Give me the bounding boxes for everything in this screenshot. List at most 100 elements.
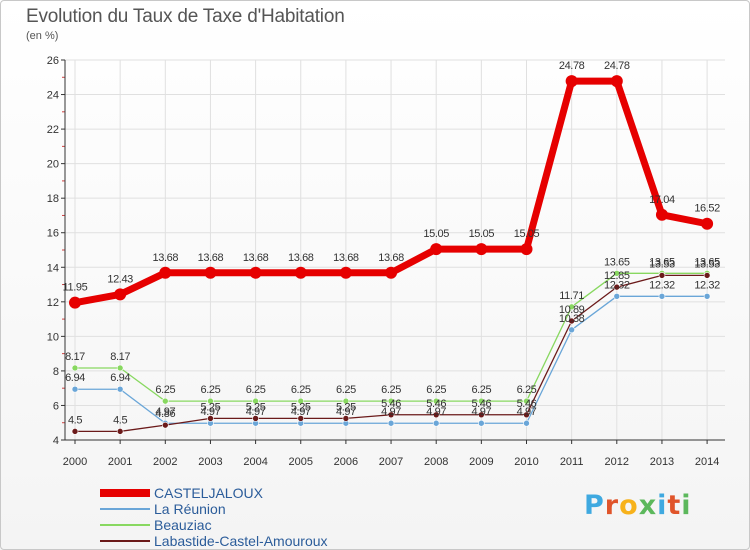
data-label-labastide-castel-amouroux: 13.53 xyxy=(649,258,675,270)
data-point-labastide-castel-amouroux xyxy=(703,272,711,279)
y-tick-label: 18 xyxy=(47,193,59,205)
data-point-casteljaloux xyxy=(430,243,443,256)
data-point-beauziac xyxy=(116,364,124,372)
data-point-la-r-union xyxy=(432,419,440,427)
data-label-labastide-castel-amouroux: 5.25 xyxy=(291,401,311,413)
data-point-labastide-castel-amouroux xyxy=(297,415,305,422)
data-label-la-r-union: 4.97 xyxy=(471,406,491,418)
data-label-beauziac: 8.17 xyxy=(110,351,130,363)
data-label-beauziac: 6.25 xyxy=(471,384,491,396)
data-label-labastide-castel-amouroux: 5.25 xyxy=(201,401,221,413)
x-tick-label: 2012 xyxy=(605,456,629,468)
data-labels: 6.94 6.94 4.97 4.97 4.97 4.97 4.97 4.97 4.97 4.97… xyxy=(63,60,721,426)
data-point-beauziac xyxy=(71,364,79,372)
data-point-beauziac xyxy=(568,303,575,311)
data-point-casteljaloux xyxy=(655,208,668,221)
data-point-beauziac xyxy=(432,397,440,405)
data-label-casteljaloux: 11.95 xyxy=(63,282,88,294)
legend-label-labastide: Labastide-Castel-Amouroux xyxy=(154,533,328,549)
data-point-beauziac xyxy=(207,397,214,405)
data-label-beauziac: 6.25 xyxy=(517,384,537,396)
data-point-beauziac xyxy=(613,270,621,277)
data-label-labastide-castel-amouroux: 5.25 xyxy=(336,401,356,413)
data-label-beauziac: 8.17 xyxy=(65,351,85,363)
x-tick-label: 2000 xyxy=(63,456,87,468)
y-tick-label: 4 xyxy=(53,435,59,447)
data-label-la-r-union: 4.97 xyxy=(291,406,311,418)
y-tick-label: 6 xyxy=(53,400,59,412)
data-label-beauziac: 13.65 xyxy=(649,256,675,268)
data-point-casteljaloux xyxy=(249,266,262,279)
data-label-beauziac: 6.25 xyxy=(336,384,356,396)
data-point-la-r-union xyxy=(387,419,395,427)
x-tick-label: 2014 xyxy=(695,456,719,468)
data-point-labastide-castel-amouroux xyxy=(613,283,621,291)
data-point-labastide-castel-amouroux xyxy=(658,272,666,279)
data-point-labastide-castel-amouroux xyxy=(71,428,79,435)
legend-swatch-la-reunion xyxy=(100,508,150,510)
data-point-casteljaloux xyxy=(475,243,488,256)
data-point-beauziac xyxy=(342,397,350,405)
data-label-la-r-union: 6.94 xyxy=(110,372,130,384)
data-label-casteljaloux: 15.05 xyxy=(423,228,449,240)
x-tick-label: 2013 xyxy=(650,456,674,468)
data-point-labastide-castel-amouroux xyxy=(116,428,124,435)
data-point-la-r-union xyxy=(703,292,711,300)
data-label-la-r-union: 12.32 xyxy=(649,279,675,291)
data-point-casteljaloux xyxy=(520,243,533,256)
data-point-labastide-castel-amouroux xyxy=(523,411,530,419)
data-label-la-r-union: 12.32 xyxy=(694,279,720,291)
data-point-beauziac xyxy=(252,397,259,405)
data-label-la-r-union: 6.94 xyxy=(65,372,85,384)
x-tick-label: 2008 xyxy=(424,456,448,468)
data-label-beauziac: 6.25 xyxy=(426,384,446,396)
axes: 4 6 8 10 12 14 16 18 20 22 24 26 2000 2001 2002 2003 200… xyxy=(47,55,725,468)
data-label-casteljaloux: 12.43 xyxy=(107,273,133,285)
data-label-labastide-castel-amouroux: 10.89 xyxy=(559,304,585,316)
legend-label-la-reunion: La Réunion xyxy=(154,501,226,517)
data-label-casteljaloux: 15.05 xyxy=(514,228,540,240)
logo-letter: i xyxy=(681,490,692,521)
data-label-labastide-castel-amouroux: 4.5 xyxy=(113,414,127,426)
data-point-casteljaloux xyxy=(114,288,127,301)
data-label-labastide-castel-amouroux: 5.46 xyxy=(426,398,446,410)
x-tick-label: 2007 xyxy=(379,456,403,468)
data-point-casteljaloux xyxy=(204,266,217,279)
data-label-beauziac: 6.25 xyxy=(381,384,401,396)
data-point-casteljaloux xyxy=(610,75,623,88)
data-label-la-r-union: 4.97 xyxy=(246,406,266,418)
data-label-labastide-castel-amouroux: 5.46 xyxy=(381,398,401,410)
data-label-labastide-castel-amouroux: 4.5 xyxy=(68,414,82,426)
y-tick-label: 22 xyxy=(47,124,59,136)
data-label-labastide-castel-amouroux: 5.46 xyxy=(517,398,537,410)
data-point-labastide-castel-amouroux xyxy=(342,415,350,422)
x-tick-label: 2006 xyxy=(334,456,358,468)
data-label-beauziac: 13.65 xyxy=(694,256,720,268)
data-point-labastide-castel-amouroux xyxy=(207,415,214,422)
data-label-la-r-union: 4.97 xyxy=(201,406,221,418)
data-label-casteljaloux: 13.68 xyxy=(243,252,269,264)
data-label-labastide-castel-amouroux: 13.53 xyxy=(694,258,720,270)
data-label-casteljaloux: 13.68 xyxy=(333,252,359,264)
data-point-casteljaloux xyxy=(294,266,307,279)
data-label-casteljaloux: 13.68 xyxy=(378,252,404,264)
y-tick-label: 8 xyxy=(53,366,59,378)
data-point-casteljaloux xyxy=(565,75,578,88)
data-point-la-r-union xyxy=(478,419,485,427)
logo-letter: i xyxy=(657,490,668,521)
data-label-casteljaloux: 24.78 xyxy=(559,60,585,72)
data-label-labastide-castel-amouroux: 5.25 xyxy=(246,401,266,413)
data-label-beauziac: 13.65 xyxy=(604,256,630,268)
x-tick-label: 2009 xyxy=(469,456,493,468)
data-label-labastide-castel-amouroux: 12.85 xyxy=(604,270,630,282)
x-tick-label: 2004 xyxy=(243,456,267,468)
data-label-casteljaloux: 16.52 xyxy=(694,203,720,215)
x-tick-label: 2011 xyxy=(560,456,584,468)
data-point-labastide-castel-amouroux xyxy=(387,411,395,419)
data-point-labastide-castel-amouroux xyxy=(432,411,440,419)
data-label-la-r-union: 10.38 xyxy=(559,313,585,325)
data-point-beauziac xyxy=(478,397,485,405)
x-tick-label: 2001 xyxy=(108,456,132,468)
data-label-la-r-union: 4.97 xyxy=(426,406,446,418)
logo-letter: r xyxy=(604,490,620,521)
